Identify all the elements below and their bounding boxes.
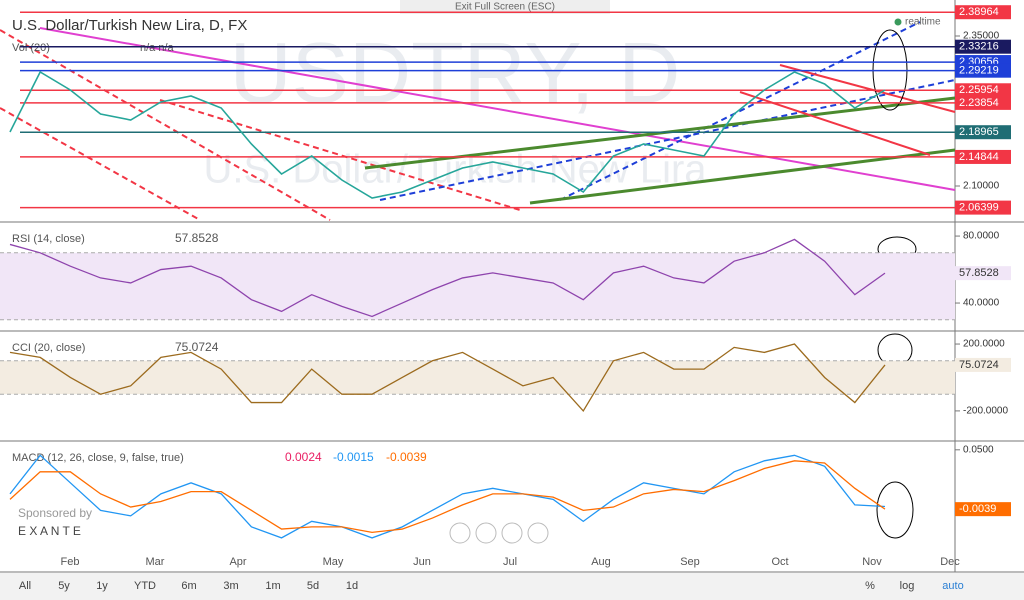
price-level-tag [955,200,1011,215]
month-label: Aug [591,556,611,568]
scale-button[interactable]: log [900,580,915,592]
macd-legend-hist: 0.0024 [285,450,322,464]
range-button[interactable]: 1d [346,580,358,592]
price-level-label: 2.30656 [959,56,999,68]
price-level-tag [955,63,1011,78]
month-label: Apr [229,556,246,568]
rsi-value-label: 57.8528 [959,267,999,279]
range-button[interactable]: 1y [96,580,108,592]
rsi-band [0,252,955,320]
cci-band [0,360,955,395]
price-level-tag [955,39,1011,54]
exit-fullscreen-button[interactable] [400,0,610,14]
range-button[interactable]: 1m [265,580,280,592]
toolbar [0,573,1024,600]
price-level-tag [955,125,1011,140]
month-label: Mar [146,556,165,568]
exit-fullscreen[interactable]: Exit Full Screen (ESC) [455,2,555,13]
price-level-label: 2.25954 [959,84,999,96]
price-level-label: 2.38964 [959,6,999,18]
realtime-dot [894,18,902,26]
price-level-label: 2.14844 [959,151,999,163]
y-tick-label: 80.0000 [963,231,1000,242]
month-label: Nov [862,556,882,568]
price-level-tag [955,149,1011,164]
month-label: Jun [413,556,431,568]
volume-label: Vol (20) [12,42,50,54]
y-tick-label: 0.0500 [963,444,994,455]
realtime: realtime [905,17,941,28]
price-level-tag [955,95,1011,110]
macd-legend-macd: -0.0015 [333,450,374,464]
price-level-label: 2.33216 [959,41,999,53]
rsi-value-tag [955,266,1011,281]
month-label: Sep [680,556,700,568]
price-level-label: 2.23854 [959,97,999,109]
y-tick-label: 40.0000 [963,298,1000,309]
y-tick-label: 2.10000 [963,181,1000,192]
cci-value-label: 75.0724 [959,359,999,371]
scale-button[interactable]: % [865,580,875,592]
rsi-label: RSI (14, close) [12,233,85,245]
price-level-tag [955,5,1011,20]
range-button[interactable]: 5y [58,580,70,592]
sponsor-brand[interactable]: E X A N T E [18,524,81,538]
month-label: Dec [940,556,960,568]
month-label: Jul [503,556,517,568]
cci-current: 75.0724 [175,340,219,354]
macd-line [9,454,886,539]
cci-line [9,343,886,412]
rsi-line [9,238,886,318]
price-level-label: 2.06399 [959,202,999,214]
range-button[interactable]: 6m [181,580,196,592]
rsi-current: 57.8528 [175,231,219,245]
macd-legend-signal: -0.0039 [386,450,427,464]
price-level-tag [955,83,1011,98]
range-button[interactable]: YTD [134,580,156,592]
replay-controls[interactable] [449,522,549,544]
macd-line [9,460,886,534]
y-tick-label: 2.35000 [963,31,1000,42]
scale-button[interactable]: auto [942,580,963,592]
y-tick-label: 200.0000 [963,339,1005,350]
watermark-sub: U.S. Dollar/Turkish New Lira [203,148,707,192]
macd-value-tag [955,502,1011,517]
cci-value-tag [955,357,1011,372]
macd-value-label: -0.0039 [959,503,996,515]
range-button[interactable]: 5d [307,580,319,592]
month-label: Oct [771,556,788,568]
price-level-label: 2.18965 [959,126,999,138]
cci-label: CCI (20, close) [12,342,85,354]
volume-values: n/a n/a [140,42,175,54]
price-level-label: 2.29219 [959,65,999,77]
month-label: May [323,556,344,568]
range-button[interactable]: All [19,580,31,592]
symbol-title: U.S. Dollar/Turkish New Lira, D, FX [12,17,247,34]
month-label: Feb [61,556,80,568]
range-button[interactable]: 3m [223,580,238,592]
y-tick-label: -200.0000 [963,406,1008,417]
macd-label: MACD (12, 26, close, 9, false, true) [12,452,184,464]
sponsor[interactable]: Sponsored by [18,506,92,520]
watermark: USDTRY, D [230,26,681,122]
price-line [9,70,886,199]
